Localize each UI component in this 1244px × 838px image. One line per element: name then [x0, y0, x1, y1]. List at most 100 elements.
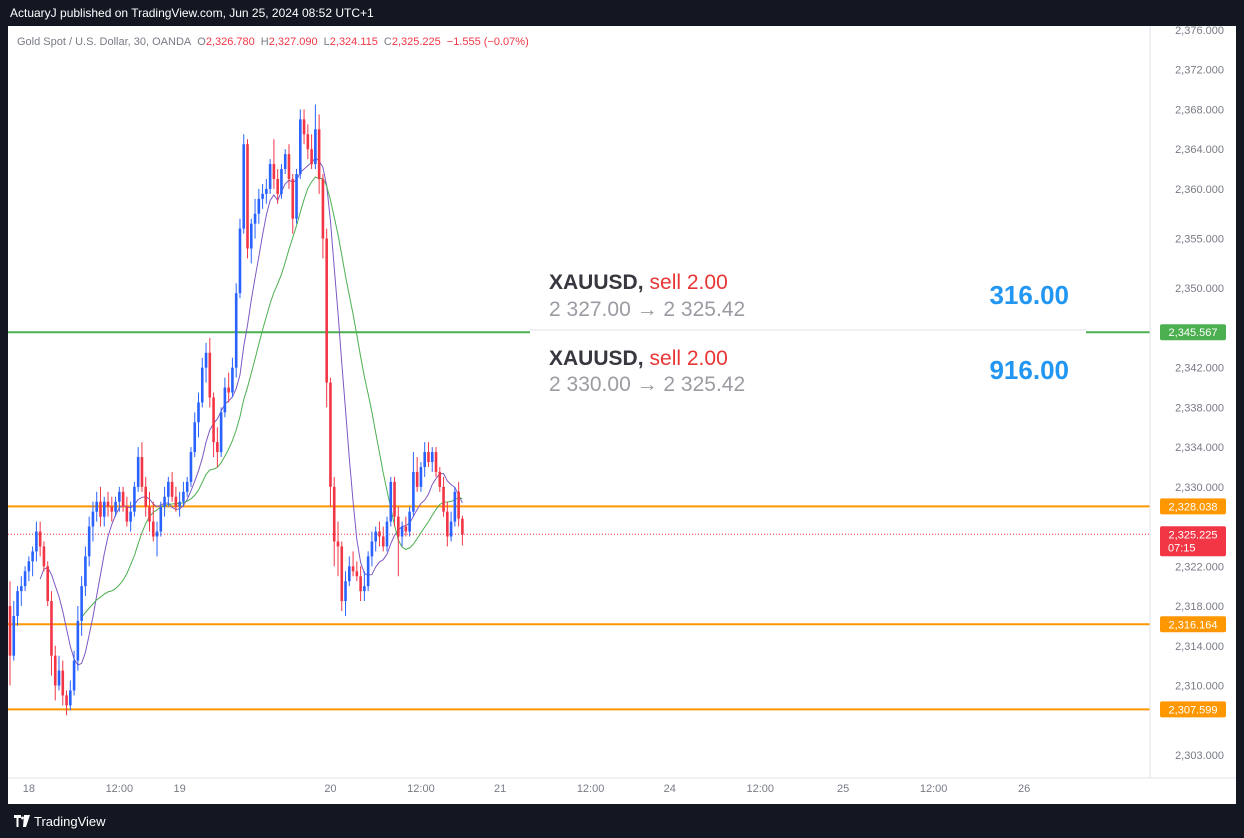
y-tick-label: 2,355.000 — [1175, 234, 1224, 246]
candle-body — [38, 531, 42, 547]
y-tick-label: 2,368.000 — [1175, 104, 1224, 116]
x-tick-label: 12:00 — [407, 783, 435, 795]
candle-body — [253, 213, 257, 224]
candle-body — [234, 293, 238, 368]
candle — [219, 407, 223, 458]
candle — [20, 576, 23, 607]
candle-body — [118, 491, 121, 502]
candle-body — [265, 188, 268, 194]
candle — [99, 486, 102, 527]
candle-body — [423, 452, 426, 467]
candle — [238, 218, 242, 299]
candle-body — [355, 571, 359, 577]
candle-body — [302, 119, 306, 135]
candle-body — [329, 382, 332, 487]
candle-body — [212, 397, 215, 443]
candle-body — [42, 546, 46, 567]
chart-frame[interactable]: XAUUSD, sell 2.00 2 327.00 → 2 325.42 316… — [8, 26, 1236, 804]
candle — [204, 342, 208, 383]
candle — [87, 516, 91, 567]
x-tick-label: 21 — [494, 783, 506, 795]
candle — [457, 481, 460, 527]
candle-body — [340, 546, 344, 602]
candle — [80, 576, 83, 636]
candle-body — [99, 501, 102, 517]
candle-body — [321, 178, 325, 239]
tradingview-brand: TradingView — [34, 813, 106, 829]
candle — [193, 412, 197, 458]
candle-body — [457, 491, 460, 519]
tradingview-logo[interactable]: TradingView — [14, 814, 106, 829]
candle-body — [136, 457, 140, 487]
candle — [325, 228, 328, 408]
candle-body — [216, 442, 219, 453]
candle-body — [261, 193, 264, 199]
chart-svg[interactable]: XAUUSD, sell 2.00 2 327.00 → 2 325.42 316… — [8, 26, 1236, 804]
candle-body — [408, 511, 411, 532]
candle — [427, 442, 430, 467]
candle-body — [430, 452, 434, 463]
candle — [144, 476, 148, 517]
candle — [283, 149, 287, 175]
candle-body — [461, 518, 464, 535]
candle-body — [200, 367, 204, 403]
candle-body — [133, 486, 136, 512]
candle-body — [12, 615, 16, 656]
candle — [363, 571, 366, 602]
candle-body — [227, 387, 230, 393]
candle-body — [393, 481, 396, 517]
trade-card-overlay: XAUUSD, sell 2.00 2 327.00 → 2 325.42 316… — [530, 255, 1086, 403]
candle — [125, 496, 129, 527]
candle — [378, 521, 381, 547]
candle-body — [246, 144, 249, 249]
y-tick-label: 2,318.000 — [1175, 601, 1224, 613]
candle — [197, 392, 200, 438]
candle — [355, 561, 359, 582]
candle — [453, 486, 457, 527]
candle — [412, 452, 415, 517]
candle — [76, 606, 80, 671]
candle-body — [378, 531, 381, 537]
candle-body — [50, 601, 53, 656]
candle — [253, 198, 257, 239]
price-axis[interactable]: 2,376.000 2,372.000 2,368.000 2,364.000 2,36… — [1149, 26, 1224, 778]
candle-body — [242, 144, 246, 229]
x-tick-label: 26 — [1018, 783, 1030, 795]
last-price-tag — [1160, 526, 1226, 557]
candle — [415, 457, 419, 492]
x-tick-label: 12:00 — [106, 783, 134, 795]
candle — [121, 486, 125, 512]
candle — [400, 521, 404, 547]
candle-body — [114, 501, 117, 512]
candle — [374, 526, 377, 552]
candle — [408, 506, 411, 537]
candle-body — [344, 581, 347, 602]
candle-body — [336, 541, 340, 547]
candle-body — [404, 526, 408, 532]
candle — [136, 447, 140, 492]
candle — [321, 174, 325, 259]
candle — [419, 462, 423, 492]
candle-body — [446, 511, 449, 537]
time-axis[interactable]: 18 12:00 19 20 12:00 21 12:00 24 12:00 25 12:00 26 — [8, 777, 1236, 795]
candle-body — [80, 586, 83, 621]
candle-body — [348, 566, 351, 582]
published-line: ActuaryJ published on TradingView.com, J… — [10, 6, 374, 20]
candle — [280, 164, 283, 199]
candle-body — [208, 352, 212, 398]
candle — [174, 486, 178, 512]
candle — [336, 521, 340, 577]
candle-body — [400, 526, 404, 537]
trade2-prices: 2 330.00 → 2 325.42 — [549, 373, 745, 396]
candle-body — [287, 154, 291, 179]
candle — [231, 357, 234, 398]
candle-body — [283, 154, 287, 170]
candle-body — [170, 481, 174, 497]
x-tick-label: 24 — [664, 783, 676, 795]
candle — [404, 516, 408, 537]
candle — [261, 183, 264, 209]
candle-body — [46, 566, 49, 602]
candle-body — [419, 466, 423, 487]
ma-fast-line — [39, 157, 463, 666]
trade1-text: XAUUSD, sell 2.00 — [549, 271, 728, 294]
